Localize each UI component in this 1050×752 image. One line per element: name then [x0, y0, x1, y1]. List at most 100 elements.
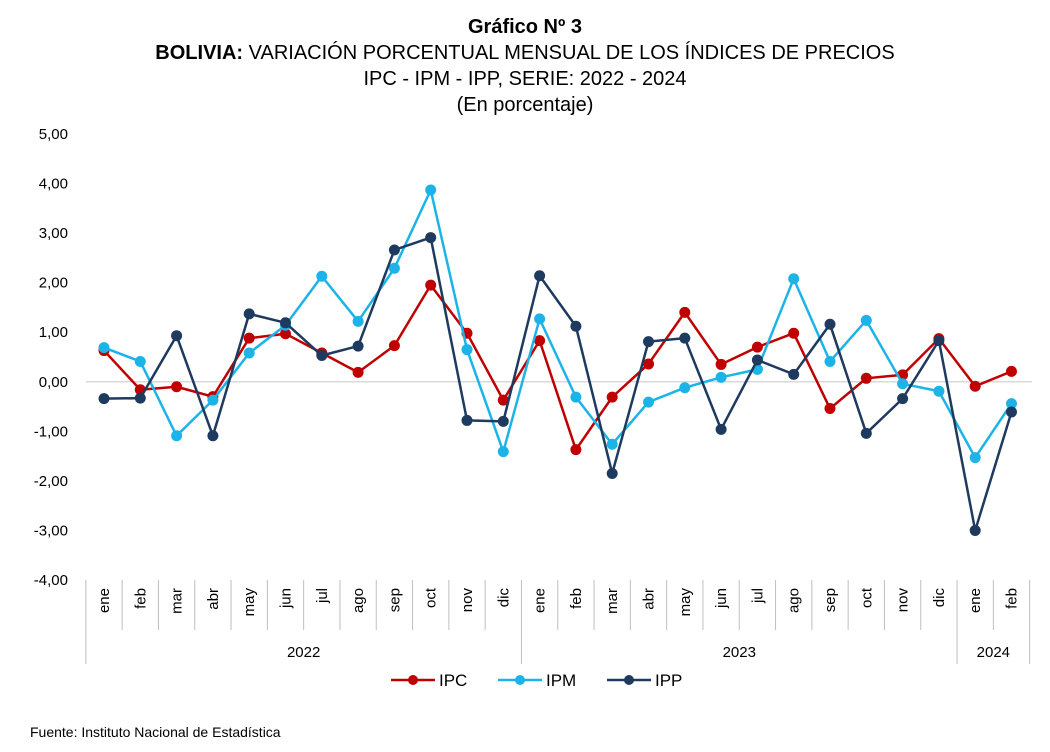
data-point-ipm	[497, 446, 509, 458]
y-tick-label: 0,00	[39, 374, 68, 391]
data-point-ipm	[316, 270, 328, 282]
data-point-ipm	[352, 315, 364, 327]
data-point-ipp	[316, 350, 328, 362]
data-point-ipm	[860, 314, 872, 326]
y-tick-label: 5,00	[39, 126, 68, 143]
source-note: Fuente: Instituto Nacional de Estadístic…	[30, 724, 281, 740]
x-tick-label: mar	[604, 588, 621, 614]
data-point-ipp	[461, 414, 473, 426]
legend-marker-ipp	[624, 675, 634, 685]
year-label: 2024	[977, 644, 1010, 661]
data-point-ipc	[679, 306, 691, 318]
x-tick-label: may	[677, 588, 694, 617]
data-point-ipm	[897, 378, 909, 390]
data-point-ipp	[969, 524, 981, 536]
data-point-ipp	[824, 318, 836, 330]
data-point-ipp	[280, 317, 291, 329]
x-tick-label: sep	[386, 588, 403, 612]
chart-subtitle-text: VARIACIÓN PORCENTUAL MENSUAL DE LOS ÍNDI…	[243, 42, 895, 64]
data-point-ipm	[788, 273, 800, 285]
x-tick-label: dic	[495, 588, 512, 608]
data-point-ipm	[1006, 398, 1017, 410]
x-tick-label: ene	[967, 588, 984, 613]
data-point-ipp	[715, 423, 727, 435]
data-point-ipm	[134, 355, 146, 367]
x-tick-label: feb	[132, 588, 149, 609]
y-tick-label: -1,00	[34, 423, 68, 440]
series-line-ipp	[103, 236, 1013, 532]
data-point-ipm	[643, 396, 654, 408]
x-tick-label: jul	[749, 588, 766, 604]
data-point-ipc	[860, 372, 872, 384]
year-label: 2023	[723, 644, 756, 661]
x-tick-label: ago	[786, 588, 803, 613]
x-tick-label: abr	[205, 588, 222, 610]
data-point-ipp	[860, 427, 872, 439]
x-tick-label: may	[241, 588, 258, 617]
data-point-ipc	[425, 279, 437, 291]
x-tick-label: jun	[278, 588, 295, 609]
data-point-ipc	[352, 366, 364, 378]
legend-label-ipp: IPP	[655, 671, 682, 690]
data-point-ipm	[824, 355, 836, 367]
data-point-ipm	[933, 385, 945, 397]
legend-label-ipc: IPC	[439, 671, 467, 690]
data-point-ipp	[243, 308, 255, 320]
x-tick-label: oct	[423, 587, 440, 608]
x-tick-label: nov	[895, 588, 912, 613]
year-label: 2022	[287, 644, 320, 661]
y-tick-label: 4,00	[39, 176, 68, 193]
data-point-ipc	[570, 444, 582, 456]
data-point-ipp	[497, 415, 509, 427]
x-tick-label: ene	[96, 588, 113, 613]
chart-title: Gráfico Nº 3	[467, 16, 582, 38]
data-point-ipp	[1006, 406, 1017, 418]
data-point-ipp	[606, 467, 618, 479]
data-point-ipp	[897, 393, 909, 405]
x-tick-label: mar	[169, 588, 186, 614]
data-point-ipm	[534, 313, 546, 325]
x-tick-label: ago	[350, 588, 367, 613]
data-point-ipp	[425, 232, 437, 244]
data-point-ipm	[98, 342, 110, 354]
series-line-ipc	[103, 283, 1012, 451]
data-point-ipc	[788, 327, 800, 339]
y-tick-label: -2,00	[34, 473, 68, 490]
data-point-ipc	[280, 328, 291, 340]
data-point-ipc	[643, 358, 654, 370]
y-tick-label: 2,00	[39, 275, 68, 292]
x-tick-label: nov	[459, 588, 476, 613]
data-point-ipc	[171, 381, 183, 393]
y-tick-label: 1,00	[39, 324, 68, 341]
legend-marker-ipm	[515, 675, 525, 685]
x-tick-label: feb	[568, 588, 585, 609]
data-point-ipc	[824, 403, 836, 415]
data-point-ipp	[751, 354, 763, 366]
data-point-ipp	[788, 368, 800, 380]
y-tick-label: -3,00	[34, 522, 68, 539]
chart-unit-note: (En porcentaje)	[456, 94, 594, 116]
data-point-ipm	[715, 371, 727, 383]
data-point-ipp	[679, 332, 691, 344]
legend-label-ipm: IPM	[546, 671, 576, 690]
x-tick-label: jul	[314, 588, 331, 604]
data-point-ipc	[715, 358, 727, 370]
data-point-ipp	[171, 330, 183, 342]
data-point-ipm	[207, 394, 219, 406]
data-point-ipc	[243, 332, 255, 344]
chart-subtitle: BOLIVIA: VARIACIÓN PORCENTUAL MENSUAL DE…	[0, 40, 1050, 66]
data-point-ipp	[933, 335, 945, 347]
y-tick-label: -4,00	[34, 572, 68, 589]
data-point-ipm	[243, 347, 255, 359]
data-point-ipm	[606, 438, 618, 450]
data-point-ipp	[388, 244, 400, 256]
chart-subtitle-line2: IPC - IPM - IPP, SERIE: 2022 - 2024	[363, 68, 687, 90]
series-line-ipm	[103, 188, 1013, 459]
data-point-ipc	[497, 394, 509, 406]
data-point-ipm	[570, 391, 582, 403]
x-tick-label: dic	[931, 588, 948, 608]
x-tick-label: abr	[641, 588, 658, 610]
chart-title-block: Gráfico Nº 3 BOLIVIA: VARIACIÓN PORCENTU…	[0, 14, 1050, 118]
data-point-ipp	[570, 320, 582, 332]
